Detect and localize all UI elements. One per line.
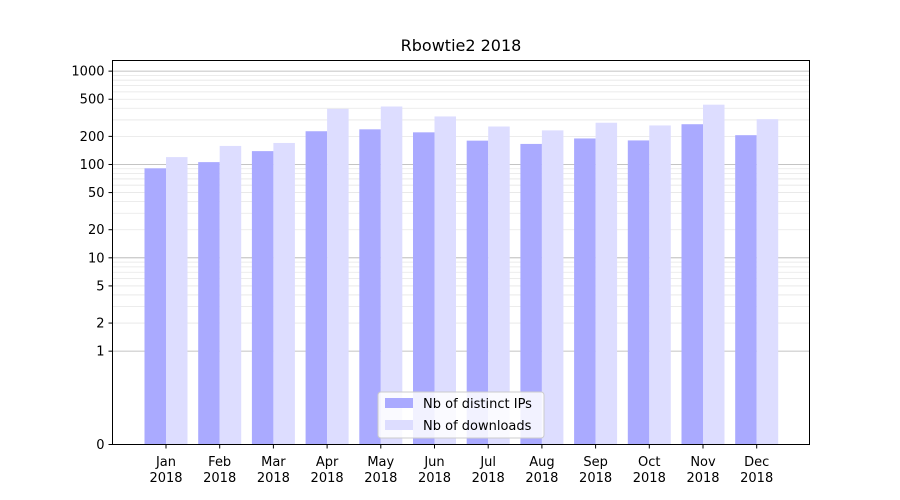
bar-downloads [434,116,456,445]
bar-downloads [595,122,618,445]
bar-distinct-ips [627,140,650,445]
x-tick-label: Dec [744,455,769,470]
x-tick-label: Jan [155,455,176,470]
bar-downloads [219,145,242,445]
x-tick-label: 2018 [686,471,719,486]
x-tick-label: 2018 [418,471,451,486]
y-tick-label: 20 [88,223,105,238]
bars [144,104,779,445]
bar-downloads [166,157,188,445]
x-tick-label: 2018 [740,471,773,486]
y-tick-label: 1000 [71,65,104,80]
legend-label-downloads: Nb of downloads [423,419,532,434]
bar-downloads [756,119,779,445]
x-tick-label: 2018 [203,471,236,486]
x-axis: Jan2018Feb2018Mar2018Apr2018May2018Jun20… [149,444,773,486]
bar-downloads [649,125,671,445]
plot-frame [112,60,810,445]
x-tick-label: 2018 [257,471,290,486]
y-tick-label: 200 [80,130,105,145]
bar-distinct-ips [144,168,166,445]
x-tick-label: Nov [690,455,716,470]
x-tick-label: 2018 [149,471,182,486]
chart-title: Rbowtie2 2018 [401,36,522,55]
bar-distinct-ips [574,138,596,445]
y-tick-label: 100 [80,158,105,173]
y-tick-label: 0 [96,438,104,453]
y-tick-label: 50 [88,186,105,201]
x-tick-label: 2018 [472,471,505,486]
legend-swatch-distinct-ips [385,398,413,408]
y-tick-label: 10 [88,251,105,266]
bar-downloads [703,104,725,445]
x-tick-label: Apr [316,455,339,470]
bar-distinct-ips [413,132,435,445]
bar-distinct-ips [359,129,381,445]
bar-distinct-ips [198,162,220,445]
bar-downloads [327,108,349,445]
bar-downloads [488,126,510,445]
legend-box [377,391,545,439]
x-tick-label: 2018 [525,471,558,486]
bar-distinct-ips [466,140,489,445]
x-tick-label: 2018 [579,471,612,486]
x-tick-label: 2018 [633,471,666,486]
x-tick-label: Sep [583,455,608,470]
y-tick-label: 1 [96,345,104,360]
bar-downloads [380,106,403,445]
x-tick-label: Jul [479,455,496,470]
x-tick-label: 2018 [311,471,344,486]
legend-swatch-downloads [385,420,413,430]
x-tick-label: Mar [261,455,286,470]
x-tick-label: Feb [208,455,231,470]
y-tick-label: 500 [80,93,105,108]
bar-downloads [541,130,564,445]
x-tick-label: Aug [529,455,554,470]
x-tick-label: 2018 [364,471,397,486]
bar-distinct-ips [735,135,757,445]
bar-distinct-ips [681,124,703,445]
y-axis: 0 1 2 5 10 20 50 100 200 500 1000 [71,65,113,453]
bar-distinct-ips [305,131,328,445]
y-tick-label: 5 [96,279,104,294]
bar-distinct-ips [251,151,274,445]
x-tick-label: Jun [423,455,444,470]
y-tick-label: 2 [96,317,104,332]
bar-downloads [273,142,295,445]
legend: Nb of distinct IPs Nb of downloads [377,391,545,439]
x-tick-label: May [367,455,394,470]
legend-label-distinct-ips: Nb of distinct IPs [423,397,532,412]
bar-distinct-ips [520,143,542,445]
x-tick-label: Oct [638,455,660,470]
